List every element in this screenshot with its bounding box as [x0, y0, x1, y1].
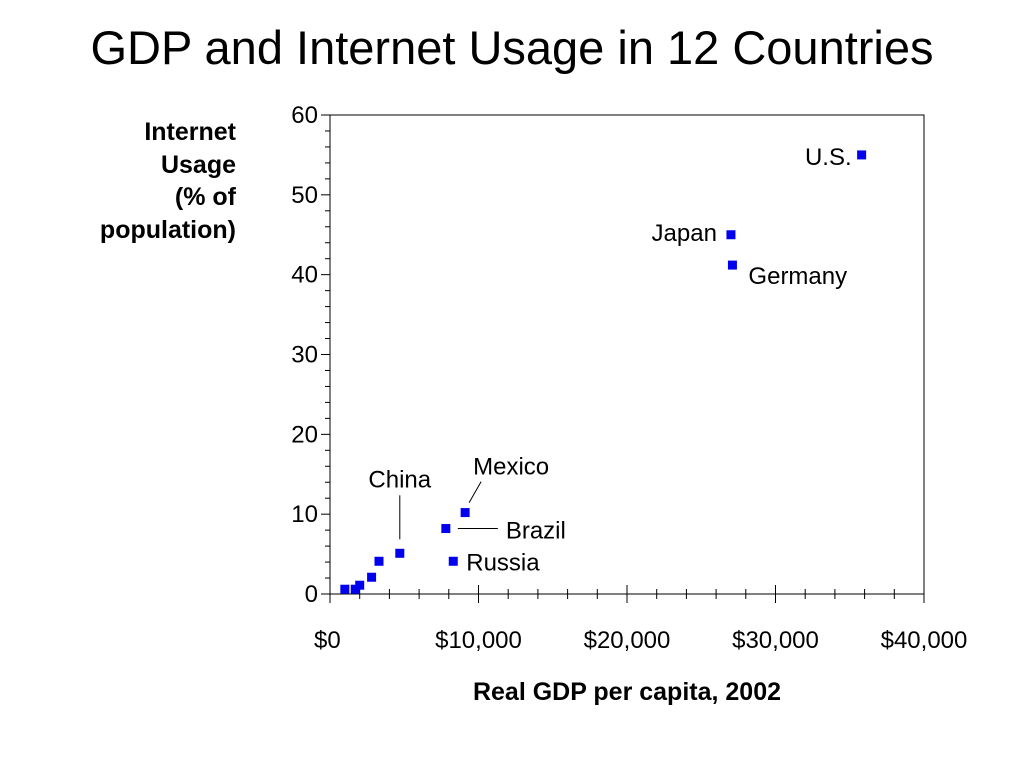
point-labels: U.S. Japan Germany Mexico Brazil Russia China — [368, 144, 851, 576]
data-point — [857, 150, 867, 160]
x-tick-label: $20,000 — [584, 627, 671, 654]
data-point — [350, 584, 360, 594]
leader-lines — [399, 481, 498, 540]
y-tick-label: 20 — [291, 421, 318, 448]
point-label: Russia — [466, 549, 540, 576]
data-point — [726, 230, 736, 240]
y-axis-label-line: Usage — [160, 150, 236, 179]
leader-line — [468, 481, 482, 503]
point-label: Brazil — [506, 518, 566, 545]
data-point — [448, 556, 458, 566]
y-axis-label: Internet Usage (% of population) — [100, 116, 236, 246]
y-tick-label: 60 — [291, 102, 318, 129]
point-label: Mexico — [473, 454, 549, 481]
x-tick-label: $40,000 — [881, 627, 968, 654]
point-label: China — [368, 466, 431, 493]
point-label: Japan — [652, 220, 717, 247]
data-point — [395, 548, 405, 558]
point-label: U.S. — [805, 144, 852, 171]
y-axis-label-line: Internet — [144, 118, 236, 146]
x-tick-label: $30,000 — [732, 627, 819, 654]
data-point — [340, 584, 350, 594]
data-point — [727, 260, 737, 270]
data-points — [340, 150, 867, 594]
y-tick-label: 0 — [305, 581, 318, 608]
y-tick-label: 40 — [291, 262, 318, 289]
point-label: Germany — [748, 263, 847, 290]
chart-title: GDP and Internet Usage in 12 Countries — [90, 21, 934, 74]
x-axis-label: Real GDP per capita, 2002 — [472, 678, 782, 706]
y-tick-label: 30 — [291, 342, 318, 369]
data-point — [367, 572, 377, 582]
data-point — [460, 508, 470, 518]
plot-frame — [329, 114, 925, 595]
y-tick-label: 50 — [291, 182, 318, 209]
y-axis-label-line: (% of — [174, 183, 236, 211]
y-axis-label-line: population) — [99, 215, 236, 244]
y-tick-label: 10 — [291, 501, 318, 528]
axes: 0 10 20 30 40 50 60 $0 $10,000 $20,000 $30,000 $40,… — [291, 102, 967, 654]
data-point — [374, 556, 384, 566]
x-tick-label: $0 — [314, 627, 341, 654]
data-point — [441, 524, 451, 534]
x-tick-label: $10,000 — [435, 627, 522, 654]
